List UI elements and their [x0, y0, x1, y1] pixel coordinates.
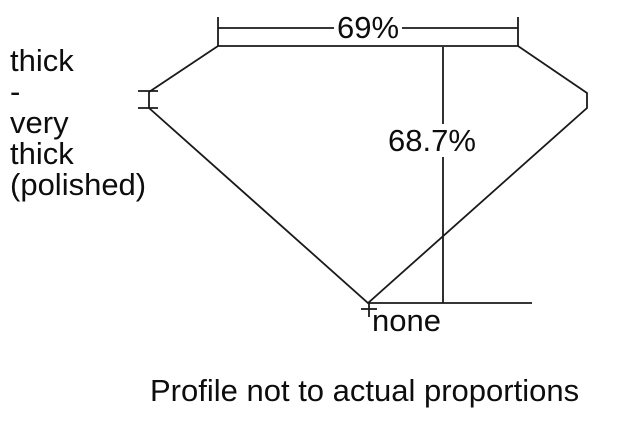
- girdle-thickness-label: thick - very thick (polished): [10, 45, 146, 200]
- girdle-label-line: thick: [10, 43, 74, 78]
- diagram-lines: [138, 17, 588, 317]
- culet-label: none: [372, 303, 441, 338]
- girdle-label-line: very: [10, 105, 69, 140]
- depth-percentage: 68.7%: [385, 124, 479, 157]
- girdle-label-line: (polished): [10, 167, 147, 202]
- girdle-label-line: -: [10, 74, 21, 109]
- girdle-label-line: thick: [10, 136, 74, 171]
- diamond-outline: [148, 45, 588, 305]
- diagram-caption: Profile not to actual proportions: [150, 373, 580, 408]
- table-width-percentage: 69%: [334, 11, 403, 44]
